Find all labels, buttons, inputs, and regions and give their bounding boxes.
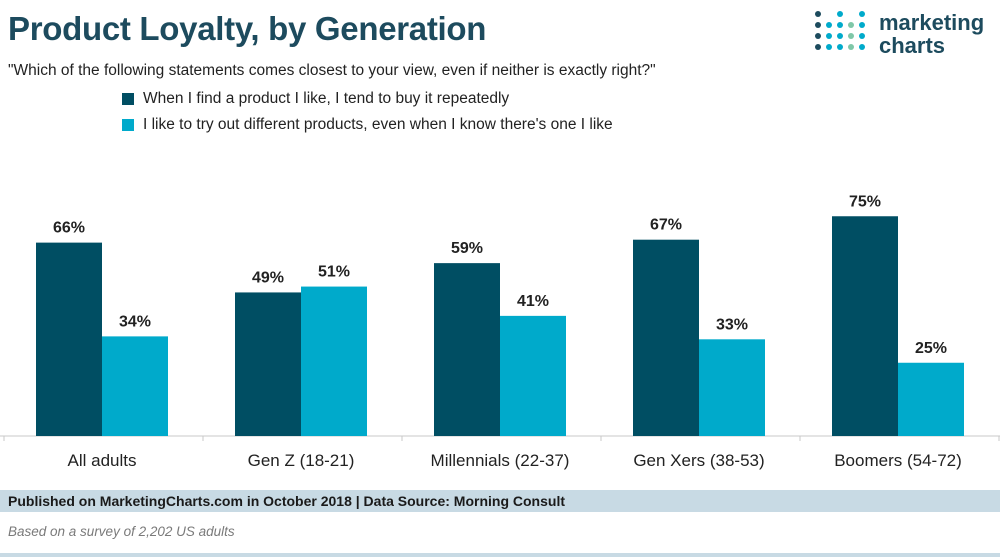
data-label: 66%	[53, 220, 85, 237]
logo-dot	[826, 33, 832, 39]
bar-series-1	[235, 292, 301, 436]
legend: When I find a product I like, I tend to …	[122, 86, 613, 138]
bottom-rule	[0, 553, 1000, 557]
logo-dot	[815, 33, 821, 39]
bar-series-2	[699, 339, 765, 436]
logo-dot	[859, 44, 865, 50]
footer-published: Published on MarketingCharts.com in Octo…	[8, 493, 565, 509]
bar-series-1	[832, 216, 898, 436]
data-label: 41%	[517, 293, 549, 310]
logo-dot	[837, 33, 843, 39]
logo-dot	[859, 22, 865, 28]
logo-dot	[859, 33, 865, 39]
category-label: Gen Z (18-21)	[248, 451, 355, 470]
category-label: Gen Xers (38-53)	[633, 451, 764, 470]
bar-series-1	[36, 242, 102, 436]
footer-note: Based on a survey of 2,202 US adults	[8, 524, 235, 539]
bar-series-2	[898, 362, 964, 436]
legend-item-series-2: I like to try out different products, ev…	[122, 112, 613, 138]
legend-swatch-series-1	[122, 93, 134, 105]
logo-dot	[837, 11, 843, 17]
logo-dot	[826, 22, 832, 28]
logo-text-line1: marketing	[879, 10, 985, 35]
chart-subtitle: "Which of the following statements comes…	[8, 62, 656, 79]
data-label: 51%	[318, 264, 350, 281]
data-label: 34%	[119, 313, 151, 330]
logo-dot	[837, 22, 843, 28]
category-label: Boomers (54-72)	[834, 451, 962, 470]
marketingcharts-logo: marketing charts	[815, 11, 984, 57]
bar-series-1	[633, 239, 699, 436]
logo-text-line2: charts	[879, 33, 946, 58]
legend-label-series-1: When I find a product I like, I tend to …	[143, 90, 510, 107]
bar-series-2	[301, 286, 367, 436]
bar-chart: 66% 34% All adults 49% 51% Gen Z (18-21) 59% 41…	[0, 193, 1000, 470]
logo-dot	[848, 44, 854, 50]
data-label: 49%	[252, 269, 284, 286]
footer-bar: Published on MarketingCharts.com in Octo…	[0, 490, 1000, 512]
bar-series-2	[500, 315, 566, 436]
logo-dot	[848, 33, 854, 39]
data-label: 59%	[451, 240, 483, 257]
category-label: All adults	[68, 451, 137, 470]
category-label: Millennials (22-37)	[431, 451, 570, 470]
bar-series-1	[434, 263, 500, 436]
logo-dot	[848, 22, 854, 28]
data-label: 33%	[716, 316, 748, 333]
logo-dots-icon	[815, 11, 869, 55]
logo-dot	[815, 44, 821, 50]
legend-item-series-1: When I find a product I like, I tend to …	[122, 86, 613, 112]
logo-dot	[859, 11, 865, 17]
data-label: 75%	[849, 193, 881, 210]
logo-dot	[815, 22, 821, 28]
logo-dot	[826, 44, 832, 50]
data-label: 67%	[650, 217, 682, 234]
chart-title: Product Loyalty, by Generation	[8, 10, 487, 47]
legend-swatch-series-2	[122, 119, 134, 131]
logo-dot	[837, 44, 843, 50]
bar-series-2	[102, 336, 168, 436]
logo-dot	[815, 11, 821, 17]
legend-label-series-2: I like to try out different products, ev…	[143, 116, 613, 133]
data-label: 25%	[915, 340, 947, 357]
